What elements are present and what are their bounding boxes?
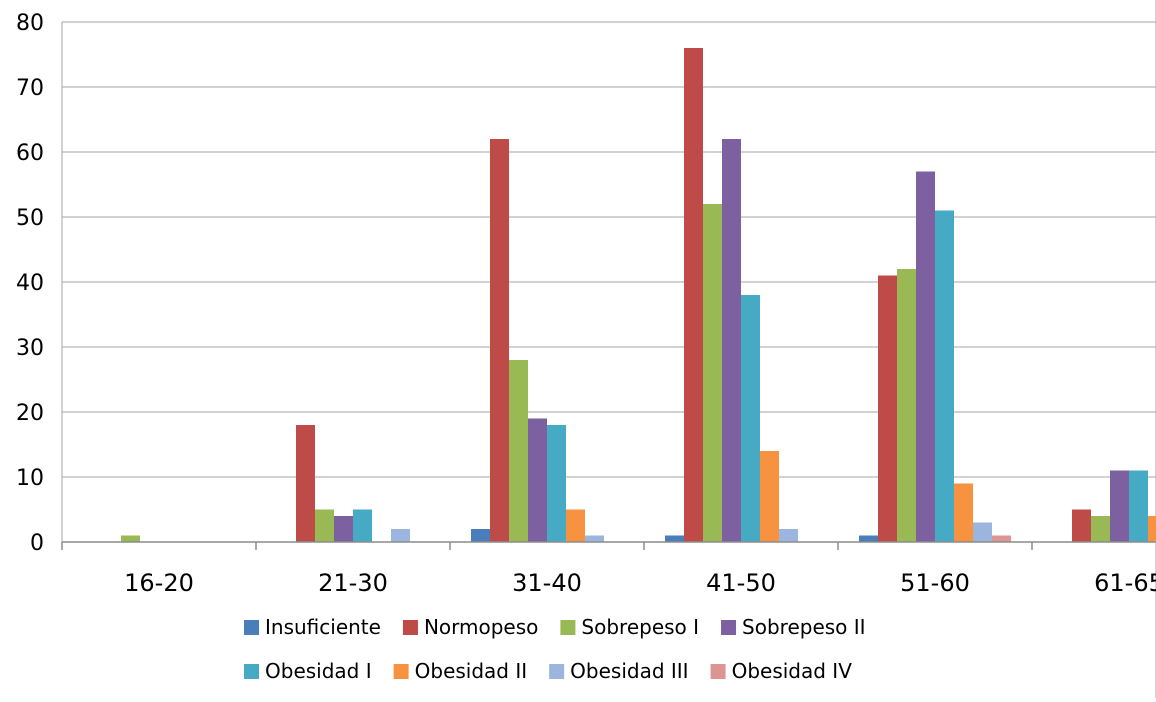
x-tick-label: 41-50 <box>706 569 776 597</box>
legend-label: Insuficiente <box>265 615 381 639</box>
bar-insuficiente-51-60 <box>859 535 878 542</box>
y-tick-label: 30 <box>16 336 44 361</box>
x-tick-label: 16-20 <box>124 569 194 597</box>
y-axis-tick-labels: 0 10 20 30 40 50 60 70 80 <box>16 11 44 556</box>
bar-obesidad-i-51-60 <box>935 210 954 542</box>
legend-item: Insuficiente <box>244 615 381 639</box>
bar-obesidad-i-61-65 <box>1129 470 1148 542</box>
bar-obesidad-iii-21-30 <box>391 529 410 542</box>
bar-sobrepeso-i-21-30 <box>315 509 334 542</box>
legend-item: Obesidad II <box>393 659 528 683</box>
legend-label: Obesidad IV <box>732 659 853 683</box>
x-tick-label: 51-60 <box>900 569 970 597</box>
bar-sobrepeso-i-61-65 <box>1091 516 1110 542</box>
bar-sobrepeso-ii-31-40 <box>528 418 547 542</box>
x-tick-label: 61-65 <box>1094 569 1156 597</box>
bar-obesidad-iii-31-40 <box>585 535 604 542</box>
bar-sobrepeso-ii-21-30 <box>334 516 353 542</box>
legend-item: Obesidad I <box>244 659 372 683</box>
bar-normopeso-51-60 <box>878 275 897 542</box>
bar-normopeso-41-50 <box>684 48 703 542</box>
legend-item: Obesidad III <box>549 659 689 683</box>
legend-label: Obesidad I <box>265 659 372 683</box>
legend-label: Sobrepeso II <box>742 615 866 639</box>
legend-swatch <box>721 620 737 635</box>
legend-item: Sobrepeso II <box>721 615 866 639</box>
y-tick-label: 80 <box>16 11 44 36</box>
legend-swatch <box>560 620 576 635</box>
bar-sobrepeso-i-51-60 <box>897 269 916 542</box>
bar-obesidad-i-41-50 <box>741 295 760 542</box>
bar-normopeso-21-30 <box>296 425 315 542</box>
legend: Insuficiente Normopeso Sobrepeso I Sobrepes… <box>244 615 866 683</box>
gridlines <box>61 21 1156 542</box>
bar-obesidad-iii-51-60 <box>973 522 992 542</box>
bar-sobrepeso-ii-41-50 <box>722 139 741 542</box>
bar-sobrepeso-ii-51-60 <box>916 171 935 542</box>
y-tick-label: 60 <box>16 141 44 166</box>
x-axis <box>61 541 1156 550</box>
bar-sobrepeso-ii-61-65 <box>1110 470 1129 542</box>
bar-obesidad-ii-51-60 <box>954 483 973 542</box>
y-tick-label: 0 <box>30 531 44 556</box>
legend-label: Obesidad II <box>415 659 528 683</box>
x-tick-label: 31-40 <box>512 569 582 597</box>
bar-insuficiente-41-50 <box>665 535 684 542</box>
bar-obesidad-iii-41-50 <box>779 529 798 542</box>
legend-swatch <box>244 620 259 635</box>
bar-obesidad-i-31-40 <box>547 425 566 542</box>
legend-label: Sobrepeso I <box>581 615 699 639</box>
bars <box>121 48 1156 542</box>
legend-swatch <box>549 664 565 679</box>
bar-obesidad-ii-61-65 <box>1148 516 1156 542</box>
legend-swatch <box>710 664 726 679</box>
y-tick-label: 50 <box>16 206 44 231</box>
y-tick-label: 20 <box>16 401 44 426</box>
bar-normopeso-61-65 <box>1072 509 1091 542</box>
bar-sobrepeso-i-41-50 <box>703 204 722 542</box>
legend-swatch <box>402 620 418 635</box>
x-tick-label: 21-30 <box>318 569 388 597</box>
legend-swatch <box>244 664 259 679</box>
y-tick-label: 10 <box>16 466 44 491</box>
legend-item: Sobrepeso I <box>560 615 699 639</box>
legend-item: Obesidad IV <box>710 659 853 683</box>
bar-sobrepeso-i-16-20 <box>121 535 140 542</box>
legend-label: Normopeso <box>424 615 538 639</box>
bar-normopeso-31-40 <box>490 139 509 542</box>
legend-label: Obesidad III <box>570 659 688 683</box>
bar-obesidad-iv-51-60 <box>992 535 1011 542</box>
bar-obesidad-i-21-30 <box>353 509 372 542</box>
bar-sobrepeso-i-31-40 <box>509 360 528 542</box>
legend-item: Normopeso <box>402 615 538 639</box>
bar-insuficiente-31-40 <box>471 529 490 542</box>
bar-obesidad-ii-41-50 <box>760 451 779 542</box>
legend-swatch <box>393 664 409 679</box>
y-tick-label: 40 <box>16 271 44 296</box>
bar-obesidad-ii-31-40 <box>566 509 585 542</box>
x-axis-tick-labels: 16-20 21-30 31-40 41-50 51-60 61-65 <box>124 569 1156 597</box>
y-tick-label: 70 <box>16 76 44 101</box>
